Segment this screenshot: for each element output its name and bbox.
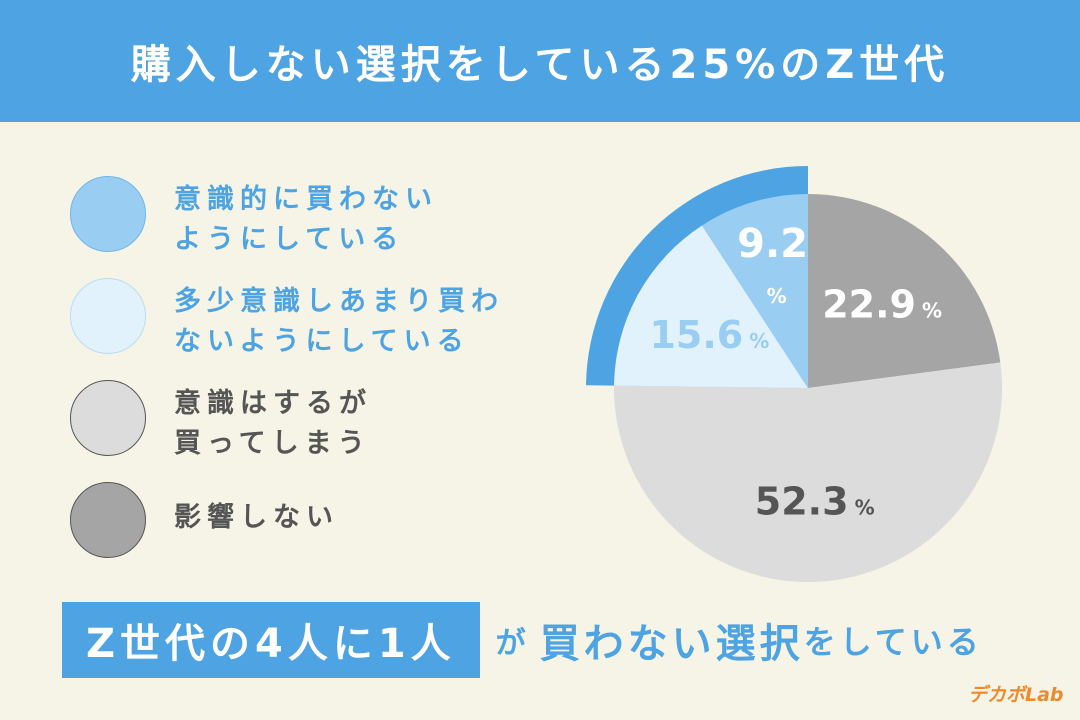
legend-item-aware-but-buy: 意識はするが 買ってしまう bbox=[70, 380, 540, 460]
legend-item-no-effect: 影響しない bbox=[70, 482, 540, 562]
slice-aware-but-buy bbox=[614, 362, 1002, 583]
legend-swatch bbox=[70, 482, 146, 558]
legend-label: 影響しない bbox=[174, 502, 339, 533]
brand-logo: デカボLab bbox=[968, 684, 1064, 706]
slice-no-effect bbox=[808, 194, 1001, 388]
slice-somewhat-avoid bbox=[614, 225, 808, 388]
legend-swatch bbox=[70, 278, 146, 354]
callout-emphasis: 買わない選択 bbox=[539, 621, 804, 667]
slice-unit-label: % bbox=[767, 284, 787, 308]
slice-conscious-not-buy bbox=[701, 194, 808, 388]
page-title: 購入しない選択をしている25%のZ世代 bbox=[130, 42, 950, 88]
callout-connector: が bbox=[495, 626, 526, 661]
legend-item-conscious-not-buy: 意識的に買わない ようにしている bbox=[70, 176, 540, 256]
slice-value-label: 15.6% bbox=[649, 313, 769, 357]
slice-value-label: 52.3% bbox=[755, 479, 875, 523]
legend-label: 意識はするが 買ってしまう bbox=[174, 388, 372, 459]
callout-tail: をしている bbox=[803, 623, 983, 661]
callout: Z世代の4人に1人 が 買わない選択 をしている bbox=[62, 602, 983, 678]
legend-swatch bbox=[70, 380, 146, 456]
slice-value-label: 22.9% bbox=[822, 282, 942, 326]
legend-label: 多少意識しあまり買わ ないようにしている bbox=[174, 286, 504, 357]
slice-value-label: 9.2 bbox=[737, 221, 808, 267]
callout-box: Z世代の4人に1人 bbox=[62, 602, 480, 678]
pie-chart: 22.9 % 52.3 % 15.6 % 9.2% bbox=[586, 166, 1002, 583]
legend-swatch bbox=[70, 176, 146, 252]
header-banner: 購入しない選択をしている25%のZ世代 bbox=[0, 0, 1080, 122]
legend-item-somewhat-avoid: 多少意識しあまり買わ ないようにしている bbox=[70, 278, 540, 358]
legend-label: 意識的に買わない ようにしている bbox=[174, 184, 438, 255]
